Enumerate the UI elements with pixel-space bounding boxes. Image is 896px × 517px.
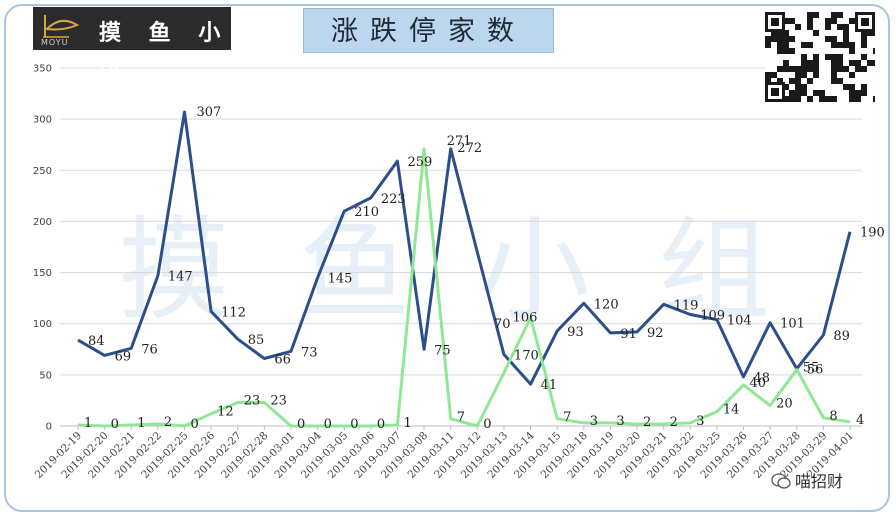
data-label-down: 106 — [513, 311, 538, 326]
data-label-up: 120 — [594, 297, 619, 312]
data-label-up: 271 — [447, 134, 472, 149]
data-label-down: 1 — [403, 416, 411, 431]
y-axis: 0 50 100 150 200 250 300 350 — [33, 64, 52, 433]
data-label-up: 104 — [727, 314, 752, 329]
data-label-up: 93 — [567, 325, 584, 340]
data-label-up: 91 — [620, 327, 637, 342]
brand-logo: MOYU 摸 鱼 小 组 — [33, 7, 231, 78]
data-label-up: 190 — [860, 226, 885, 241]
data-label-down: 0 — [324, 417, 332, 432]
data-label-down: 7 — [457, 410, 465, 425]
data-label-down: 14 — [723, 403, 740, 418]
data-label-down: 0 — [483, 417, 491, 432]
data-label-up: 259 — [407, 155, 432, 170]
fish-logo-icon — [43, 15, 80, 38]
data-label-up: 101 — [780, 317, 805, 332]
y-tick-label: 150 — [33, 268, 52, 279]
data-label-up: 223 — [381, 192, 406, 207]
data-label-up: 147 — [168, 270, 193, 285]
data-label-up: 307 — [196, 105, 221, 120]
data-label-up: 112 — [221, 305, 246, 320]
data-label-up: 109 — [700, 309, 725, 324]
data-label-up: 89 — [833, 329, 850, 344]
data-label-up: 41 — [541, 378, 558, 393]
data-label-up: 92 — [647, 326, 664, 341]
wechat-account: 喵招财 — [771, 468, 843, 492]
y-tick-label: 300 — [33, 115, 52, 126]
x-axis: 2019-02-192019-02-202019-02-212019-02-22… — [33, 426, 856, 481]
chart-frame — [4, 4, 890, 512]
data-label-down: 0 — [190, 417, 198, 432]
data-label-down: 40 — [750, 376, 767, 391]
data-label-up: 75 — [434, 343, 451, 358]
logo-subtext: MOYU — [41, 38, 69, 47]
data-label-down: 0 — [377, 417, 385, 432]
data-label-up: 73 — [301, 345, 318, 360]
y-tick-label: 350 — [33, 64, 52, 75]
chart-title: 涨跌停家数 — [303, 8, 554, 53]
wechat-icon — [771, 473, 791, 489]
data-label-down: 2 — [670, 415, 678, 430]
data-label-down: 23 — [244, 393, 261, 408]
series-line-up — [77, 110, 852, 386]
data-label-down: 0 — [350, 417, 358, 432]
series-line-down — [77, 147, 851, 428]
data-label-down: 1 — [137, 416, 145, 431]
y-tick-label: 100 — [33, 319, 52, 330]
series-lines — [77, 110, 852, 428]
qr-code-icon — [765, 12, 875, 102]
data-label-down: 4 — [856, 413, 864, 428]
data-label-down: 20 — [776, 397, 793, 412]
data-label-up: 145 — [328, 272, 353, 287]
data-label-down: 0 — [297, 417, 305, 432]
wechat-account-name: 喵招财 — [795, 472, 844, 491]
data-label-down: 3 — [696, 414, 704, 429]
y-tick-label: 50 — [39, 370, 52, 381]
data-label-up: 76 — [141, 342, 158, 357]
data-label-up: 272 — [457, 141, 482, 156]
data-label-up: 48 — [754, 371, 771, 386]
data-label-up: 85 — [248, 333, 265, 348]
data-label-up: 69 — [115, 349, 132, 364]
y-tick-label: 250 — [33, 166, 52, 177]
data-label-down: 0 — [111, 417, 119, 432]
data-label-up: 66 — [274, 352, 291, 367]
data-label-up: 56 — [807, 363, 824, 378]
data-label-up: 210 — [354, 205, 379, 220]
data-label-down: 7 — [563, 410, 571, 425]
data-label-down: 70 — [494, 317, 511, 332]
data-label-down: 1 — [84, 416, 92, 431]
data-label-down: 2 — [164, 415, 172, 430]
y-tick-label: 200 — [33, 217, 52, 228]
logo-brand-text: 摸 鱼 小 组 — [99, 21, 231, 78]
data-label-up: 84 — [88, 334, 105, 349]
data-label-down: 8 — [829, 409, 837, 424]
data-label-up: 170 — [514, 348, 539, 363]
y-tick-label: 0 — [46, 422, 52, 433]
data-label-down: 3 — [590, 414, 598, 429]
data-label-down: 2 — [643, 415, 651, 430]
data-label-up: 119 — [674, 298, 699, 313]
data-label-down: 23 — [270, 393, 287, 408]
data-label-down: 55 — [803, 361, 820, 376]
data-label-down: 3 — [616, 414, 624, 429]
data-label-down: 12 — [217, 405, 234, 420]
